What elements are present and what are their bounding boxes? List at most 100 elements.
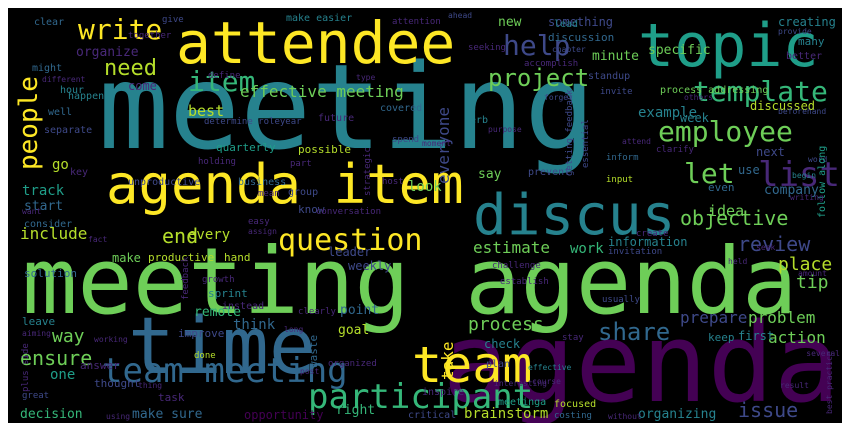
word-others: others [684,93,713,102]
word-well: well [48,107,73,118]
word-held: held [728,257,748,266]
word-template: template [693,75,828,108]
word-first: first [738,329,775,343]
word-better: better [786,51,823,62]
word-provide: provide [778,27,812,36]
word-getting-feedback: getting feedback [565,89,575,176]
word-inform: inform [606,153,639,163]
word-business: business [238,177,287,188]
word-word: word [808,155,828,164]
word-covered: covered [380,103,423,114]
word-point: point [340,303,380,318]
word-decision: decision [20,407,83,422]
word-working: working [94,335,128,344]
word-establish: establish [500,277,549,287]
word-action: action [768,328,826,347]
word-look: look [408,179,442,195]
word-strategic: strategic [363,147,373,196]
word-solution: solution [24,267,77,280]
word-invitation: invitation [608,247,663,257]
word-interesting: interesting [494,379,547,388]
word-discussion: discussion [548,31,615,44]
word-go: go [52,157,69,173]
word-organizing: organizing [638,407,717,422]
word-one: one [50,367,76,383]
word-agenda-item: agenda item [106,153,464,216]
word-make: make [112,251,141,265]
word-organized: organized [328,359,377,369]
word-use: use [738,163,760,177]
word-ahead: ahead [448,11,473,20]
word-estimate: estimate [473,238,551,257]
word-productive: productive [148,251,215,264]
word-create: create [636,229,669,239]
word-objective: objective [680,206,789,230]
word-standup: standup [588,71,631,82]
word-chapter: chapter [552,45,586,54]
word-work: work [570,241,604,257]
word-holding: holding [198,157,236,167]
word-happen: happen [68,91,105,102]
word-thought: thought [94,377,141,390]
word-something: something [548,15,614,29]
word-effective: effective [528,363,572,372]
word-invite: invite [600,87,633,97]
word-several: several [806,349,840,358]
word-discussed: discussed [750,99,816,113]
word-review: review [738,232,811,256]
word-participant: participant [308,377,534,417]
word-remote: remote [194,305,241,320]
word-even: even [708,181,735,194]
word-part: part [290,159,312,169]
word-check: check [484,337,521,351]
word-make-sure: make sure [132,407,203,422]
word-future: future [318,113,355,124]
word-lead: lead [554,19,579,30]
word-keep: keep [708,331,735,344]
word-make-easier: make easier [286,13,353,24]
word-waste: waste [307,334,320,368]
word-issue: issue [738,398,799,422]
word-take: take [438,341,457,380]
word-amount: amount [798,269,827,278]
word-write: write [78,13,163,46]
word-together: together [128,31,172,41]
word-think: think [233,317,276,333]
word-define: define [208,71,241,81]
word-growth: growth [202,275,235,285]
word-team: team [412,336,533,394]
word-stay: stay [562,333,584,343]
word-clearly: clearly [298,307,336,317]
word-essential: essential [581,119,591,168]
word-input: input [606,175,634,185]
word-quarterly: quarterly [216,141,276,154]
word-week: week [680,111,709,125]
word-attend: attend [622,137,651,146]
word-separate: separate [44,125,93,136]
word-list: list [758,155,840,195]
word-come: come [128,79,157,93]
word-focused: focused [554,399,597,410]
word-unproductive: unproductive [128,177,201,188]
word-weekly: weekly [348,259,392,273]
word-course: course [532,377,561,386]
word-challenge: challenge [492,261,541,271]
word-accomplish: accomplish [524,59,579,69]
word-host: host [382,177,404,187]
word-beforehand: beforehand [778,107,827,116]
word-meeting: meeting [98,38,596,176]
word-assign: assign [248,227,277,236]
word-clear: clear [34,17,65,28]
word-leave: leave [22,315,56,328]
word-prevent: prevent [528,167,571,178]
word-conversation: conversation [316,207,382,217]
word-track: track [22,183,65,199]
word-want: want [22,207,42,216]
word-forget: forget [544,93,573,102]
word-aiming: aiming [22,329,51,338]
word-result: result [780,381,809,390]
word-thing: thing [138,381,163,390]
word-sprint: sprint [208,287,248,300]
word-meetinga: meetinga [498,397,547,408]
word-usually: usually [602,295,640,305]
